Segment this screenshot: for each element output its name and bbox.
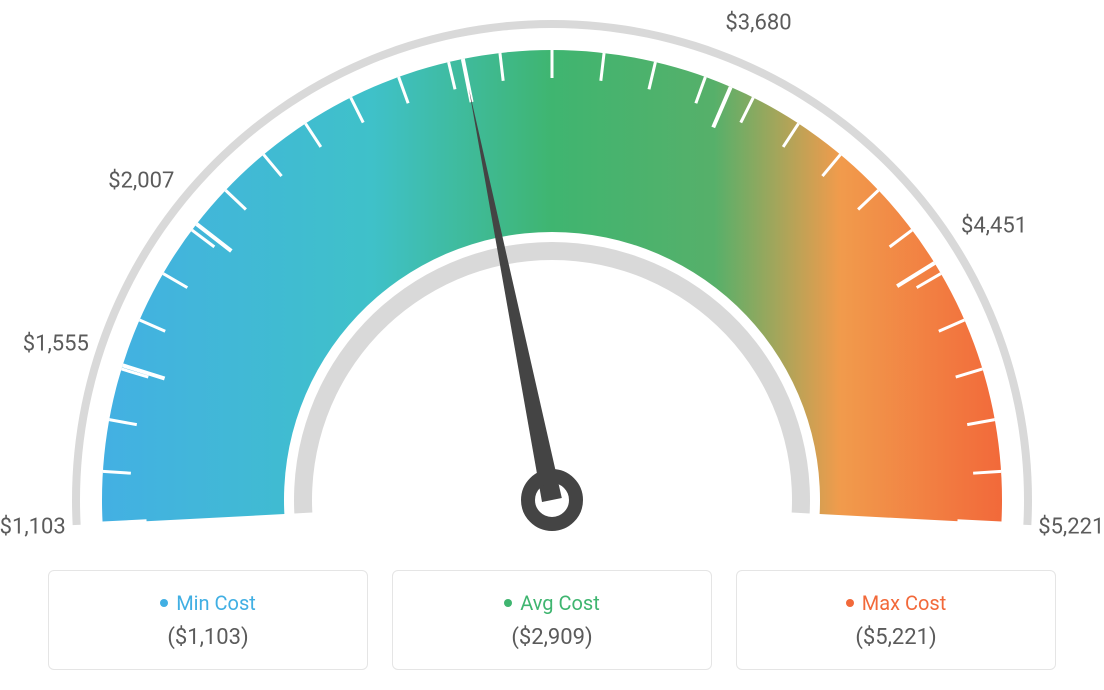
dot-icon-max xyxy=(846,599,854,607)
minor-tick xyxy=(103,471,131,473)
legend-value-max: ($5,221) xyxy=(855,625,936,650)
legend-title-max: Max Cost xyxy=(846,591,947,615)
legend-title-min: Min Cost xyxy=(160,591,256,615)
major-tick xyxy=(103,521,147,523)
tick-label: $4,451 xyxy=(961,214,1027,239)
tick-label: $3,680 xyxy=(725,10,791,35)
legend-card-max: Max Cost ($5,221) xyxy=(736,570,1056,670)
legend-card-min: Min Cost ($1,103) xyxy=(48,570,368,670)
legend-label-max: Max Cost xyxy=(862,591,947,615)
major-tick xyxy=(957,521,1001,523)
tick-label: $1,103 xyxy=(0,515,66,540)
legend-title-avg: Avg Cost xyxy=(504,591,600,615)
dot-icon-avg xyxy=(504,599,512,607)
legend-value-avg: ($2,909) xyxy=(511,625,592,650)
gauge-svg xyxy=(0,0,1104,560)
legend-label-avg: Avg Cost xyxy=(520,591,600,615)
tick-label: $5,221 xyxy=(1038,515,1104,540)
gauge-band xyxy=(102,50,1002,524)
tick-label: $2,007 xyxy=(108,169,174,194)
tick-label: $1,555 xyxy=(23,332,89,357)
tick-label: $2,909 xyxy=(416,0,482,3)
legend-row: Min Cost ($1,103) Avg Cost ($2,909) Max … xyxy=(48,570,1056,670)
legend-value-min: ($1,103) xyxy=(167,625,248,650)
legend-card-avg: Avg Cost ($2,909) xyxy=(392,570,712,670)
gauge-container: $1,103 $1,555 $2,007 $2,909 $3,680 $4,451 $5,2… xyxy=(0,0,1104,560)
legend-label-min: Min Cost xyxy=(176,591,256,615)
minor-tick xyxy=(973,471,1001,473)
dot-icon-min xyxy=(160,599,168,607)
